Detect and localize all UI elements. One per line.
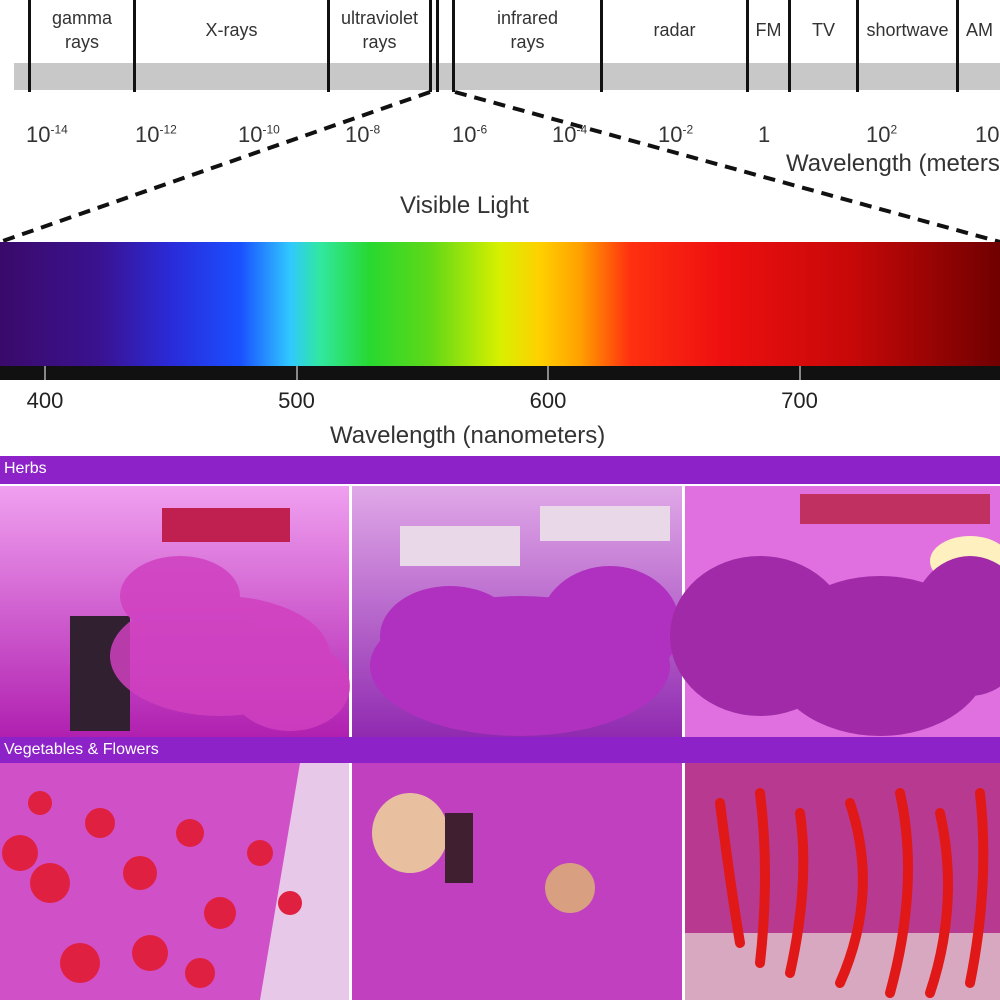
divider <box>133 0 136 92</box>
foliage <box>670 556 1000 736</box>
herb-photos <box>0 486 1000 737</box>
band-line: gamma <box>51 8 113 28</box>
exp-base: 10 <box>452 122 477 147</box>
wall <box>260 763 349 1000</box>
exp-power: -14 <box>50 122 68 137</box>
divider <box>788 0 791 92</box>
lamp <box>162 508 290 542</box>
band-label: infrared rays <box>455 6 600 54</box>
band-line: rays <box>64 32 99 52</box>
band-line: X-rays <box>205 20 258 40</box>
exp-base: 10 <box>866 122 891 147</box>
band-label: radar <box>603 18 746 42</box>
peppers <box>715 788 989 998</box>
exp-power: -12 <box>159 122 177 137</box>
nm-tick-label: 400 <box>26 388 64 413</box>
exp-base: 1 <box>758 122 771 147</box>
exp-base: 10 <box>345 122 370 147</box>
band-label: FM <box>749 18 788 42</box>
exp-power: -8 <box>369 122 381 137</box>
exp-base: 10 <box>238 122 263 147</box>
band-line: rays <box>362 32 397 52</box>
band-label: ultraviolet rays <box>330 6 429 54</box>
tick-mark <box>547 366 549 380</box>
section-header: Vegetables & Flowers <box>0 737 1000 763</box>
band-label: AM <box>959 18 1000 42</box>
exp-power: -10 <box>262 122 280 137</box>
band-line: ultraviolet <box>340 8 419 28</box>
exp-base: 10 <box>975 122 1000 147</box>
dashed-lines <box>0 90 1000 244</box>
lamp <box>800 494 990 524</box>
band-label: gamma rays <box>31 6 133 54</box>
band-label: X-rays <box>136 18 327 42</box>
exp-power: 2 <box>890 122 898 137</box>
dash-left <box>0 90 431 244</box>
divider <box>452 0 455 92</box>
exp-base: 10 <box>135 122 160 147</box>
divider <box>436 0 439 92</box>
exp-base: 10 <box>26 122 51 147</box>
tick-mark <box>798 366 801 380</box>
divider <box>600 0 603 92</box>
divider <box>856 0 859 92</box>
nm-tick-label: 700 <box>781 388 818 413</box>
band-line: FM <box>755 20 782 40</box>
foliage <box>110 556 350 731</box>
foliage <box>370 566 680 736</box>
band-line: rays <box>510 32 545 52</box>
vegetable-photos <box>0 763 1000 1000</box>
band-line: infrared <box>496 8 559 28</box>
exponent-label: 10-10 <box>238 122 280 148</box>
tomatoes <box>2 791 302 988</box>
tick-mark <box>44 366 46 380</box>
band-label: TV <box>791 18 856 42</box>
nm-tick-label: 600 <box>529 388 567 413</box>
nm-axis-label: Wavelength (nanometers) <box>330 422 606 449</box>
band-line: TV <box>811 20 835 40</box>
nm-tick-label: 500 <box>278 388 315 413</box>
exponent-label: 1 <box>758 122 770 148</box>
divider <box>28 0 31 92</box>
divider <box>956 0 959 92</box>
melon <box>545 863 595 913</box>
band-line: radar <box>653 20 696 40</box>
exponent-label: 10-6 <box>452 122 487 148</box>
scale-bar <box>0 366 1000 380</box>
tick-mark <box>295 366 298 380</box>
exp-base: 10 <box>658 122 683 147</box>
band-label: shortwave <box>859 18 956 42</box>
exponent-label: 10-2 <box>658 122 693 148</box>
pot <box>445 813 473 883</box>
melon <box>372 793 448 873</box>
band-line: AM <box>966 20 993 40</box>
gray-bar <box>14 63 1000 90</box>
exponent-label: 10-8 <box>345 122 380 148</box>
exp-power: -2 <box>682 122 694 137</box>
exp-power: -4 <box>576 122 588 137</box>
lamp <box>400 526 520 566</box>
band-line: shortwave <box>866 20 949 40</box>
divider <box>746 0 749 92</box>
exponent-label: 10-14 <box>26 122 68 148</box>
divider <box>429 0 432 92</box>
exp-power: -6 <box>476 122 488 137</box>
visible-title: Visible Light <box>400 192 529 219</box>
divider <box>327 0 330 92</box>
dash-right <box>454 90 1000 244</box>
exponent-label: 10-12 <box>135 122 177 148</box>
exponent-label: 102 <box>866 122 897 148</box>
section-header: Herbs <box>0 456 1000 484</box>
wavelength-meters: Wavelength (meters) <box>786 150 1000 177</box>
spectrum-gradient <box>0 242 1000 366</box>
lamp <box>540 506 670 541</box>
exponent-label: 109 <box>975 122 1000 148</box>
